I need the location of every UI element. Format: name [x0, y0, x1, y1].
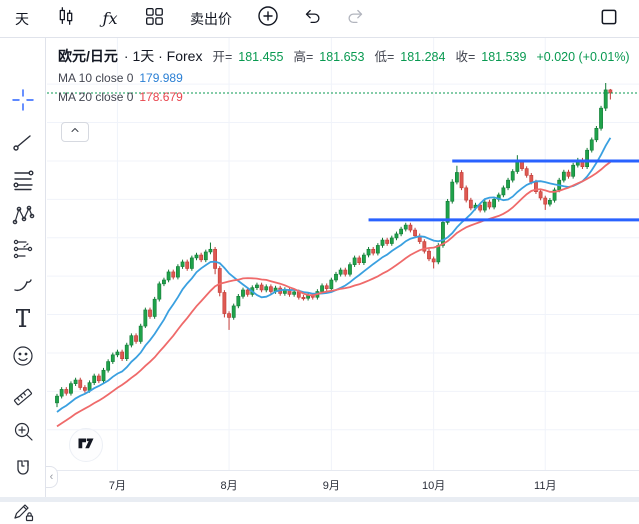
- magnet-icon: [11, 457, 35, 481]
- month-label-oct: 10月: [422, 480, 446, 492]
- layout-button[interactable]: [132, 0, 176, 38]
- xabcd-pattern-tool[interactable]: [10, 202, 36, 228]
- close-label: 收=: [455, 50, 476, 64]
- collapse-indicators-button[interactable]: [61, 122, 89, 142]
- open-value: 181.455: [238, 50, 284, 64]
- crosshair-tool[interactable]: [10, 87, 36, 113]
- undo-button[interactable]: [290, 0, 334, 38]
- tradingview-logo-icon: [77, 434, 95, 457]
- fib-retracement-tool[interactable]: [10, 167, 36, 193]
- symbol-title: 欧元/日元: [58, 48, 118, 64]
- candles: [55, 82, 613, 408]
- square-icon: [599, 7, 619, 32]
- ma20-label: MA 20 close 0: [58, 90, 134, 104]
- chevron-left-icon: ‹: [49, 471, 54, 483]
- sell-price-button[interactable]: 卖出价: [190, 10, 232, 27]
- interval-button[interactable]: 天: [15, 10, 29, 27]
- ma20-legend-row[interactable]: MA 20 close 0 178.679: [58, 90, 630, 104]
- month-label-jul: 7月: [108, 480, 126, 492]
- month-label-aug: 8月: [220, 480, 238, 492]
- change-value: +0.020 (+0.01%): [536, 50, 630, 64]
- chart-legend: 欧元/日元 · 1天 · Forex 开= 181.455 高= 181.653 低…: [58, 46, 630, 104]
- crosshair-icon: [11, 88, 35, 112]
- text-tool[interactable]: [10, 304, 36, 330]
- low-label: 低=: [374, 50, 395, 64]
- magnet-tool[interactable]: [10, 456, 36, 482]
- symbol-meta: · 1天 · Forex: [123, 48, 203, 64]
- pencil-lock-icon: [11, 499, 35, 523]
- trend-line-tool[interactable]: [10, 128, 36, 154]
- ruler-icon: [11, 385, 35, 409]
- top-toolbar: 天 ƒx 卖出价: [0, 0, 639, 38]
- chevron-up-icon: [69, 123, 81, 141]
- ma10-value: 179.989: [139, 71, 183, 85]
- plus-circle-icon: [256, 4, 280, 33]
- smiley-icon: [11, 344, 35, 368]
- drawing-toolbar: [0, 38, 46, 522]
- forecast-tool[interactable]: [10, 236, 36, 262]
- zoom-in-tool[interactable]: [10, 418, 36, 444]
- price-chart[interactable]: [47, 38, 639, 470]
- text-icon: [11, 305, 35, 329]
- forecast-lines-icon: [11, 237, 35, 261]
- magnifier-plus-icon: [11, 419, 35, 443]
- scroll-left-handle[interactable]: ‹: [46, 466, 58, 488]
- candle-style-button[interactable]: [44, 0, 88, 38]
- redo-button[interactable]: [334, 0, 378, 38]
- high-label: 高=: [293, 50, 314, 64]
- brush-icon: [11, 271, 35, 295]
- gridlines: [47, 38, 639, 470]
- fullscreen-button[interactable]: [587, 0, 631, 38]
- ma10-label: MA 10 close 0: [58, 71, 134, 85]
- ma-20-line: [56, 161, 611, 428]
- redo-arrow-icon: [345, 5, 367, 32]
- candlestick-icon: [55, 5, 77, 32]
- undo-arrow-icon: [301, 5, 323, 32]
- chart-area[interactable]: 欧元/日元 · 1天 · Forex 开= 181.455 高= 181.653 低…: [47, 38, 639, 470]
- fib-lines-icon: [11, 168, 35, 192]
- window-bottom-edge: [0, 497, 639, 502]
- month-label-sep: 9月: [322, 480, 340, 492]
- tradingview-watermark: [69, 428, 103, 462]
- time-axis[interactable]: 7月 8月 9月 10月 11月: [47, 470, 639, 497]
- xabcd-pattern-icon: [11, 203, 35, 227]
- emoji-tool[interactable]: [10, 343, 36, 369]
- ma20-value: 178.679: [139, 90, 183, 104]
- high-value: 181.653: [319, 50, 365, 64]
- close-value: 181.539: [481, 50, 527, 64]
- symbol-row[interactable]: 欧元/日元 · 1天 · Forex 开= 181.455 高= 181.653 低…: [58, 46, 630, 66]
- add-button[interactable]: [246, 0, 290, 38]
- open-label: 开=: [212, 50, 233, 64]
- month-label-nov: 11月: [534, 480, 557, 492]
- low-value: 181.284: [400, 50, 446, 64]
- brush-tool[interactable]: [10, 270, 36, 296]
- measure-tool[interactable]: [10, 384, 36, 410]
- trend-line-icon: [11, 129, 35, 153]
- grid-layout-icon: [143, 5, 165, 32]
- indicators-button[interactable]: ƒx: [88, 0, 132, 38]
- fx-icon: ƒx: [102, 9, 118, 28]
- ma10-legend-row[interactable]: MA 10 close 0 179.989: [58, 71, 630, 85]
